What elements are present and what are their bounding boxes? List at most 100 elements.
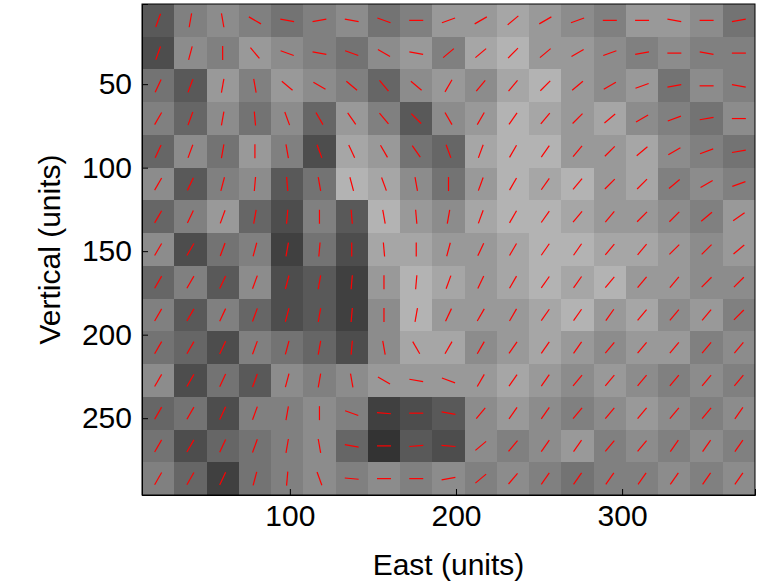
cell	[207, 299, 240, 332]
cell	[561, 102, 594, 135]
cell	[529, 430, 562, 463]
orientation-line	[509, 113, 517, 124]
cell	[207, 168, 240, 201]
orientation-line	[732, 85, 746, 87]
cell	[303, 37, 336, 70]
orientation-line	[345, 445, 359, 447]
orientation-line	[351, 341, 352, 355]
y-tick-label: 150	[82, 234, 132, 267]
orientation-line	[670, 277, 679, 288]
orientation-line	[702, 277, 712, 287]
orientation-line	[155, 374, 162, 386]
cell	[723, 462, 755, 495]
orientation-line	[249, 17, 261, 24]
cell	[142, 299, 175, 332]
cell	[142, 233, 175, 266]
orientation-line	[638, 375, 647, 386]
cell	[142, 364, 175, 397]
cell	[174, 233, 207, 266]
orientation-line	[541, 113, 550, 124]
cell	[626, 200, 659, 233]
cell	[658, 135, 691, 168]
orientation-line	[220, 440, 226, 453]
cell	[465, 430, 498, 463]
cell	[336, 102, 369, 135]
orientation-line	[155, 473, 162, 485]
orientation-line	[700, 117, 714, 119]
cell	[271, 364, 304, 397]
orientation-line	[318, 374, 320, 388]
orientation-line	[446, 309, 452, 322]
cell	[400, 397, 433, 430]
cell	[368, 299, 401, 332]
orientation-line	[637, 147, 648, 156]
orientation-line	[155, 79, 161, 92]
cell	[239, 233, 272, 266]
orientation-line	[637, 212, 647, 222]
cell	[239, 266, 272, 299]
cell	[626, 102, 659, 135]
orientation-line	[415, 177, 417, 191]
orientation-line	[541, 407, 549, 418]
orientation-line	[541, 342, 549, 353]
cell	[497, 331, 530, 364]
cell	[239, 168, 272, 201]
orientation-line	[254, 112, 255, 126]
cell	[271, 135, 304, 168]
cell	[529, 331, 562, 364]
orientation-line	[734, 342, 743, 353]
cell	[303, 364, 336, 397]
cell	[271, 200, 304, 233]
orientation-line	[380, 145, 387, 157]
y-tick: 100	[82, 151, 148, 184]
cell	[142, 397, 175, 430]
cell	[303, 331, 336, 364]
orientation-line	[510, 145, 517, 157]
cell	[174, 69, 207, 102]
orientation-line	[188, 145, 193, 158]
cell	[336, 135, 369, 168]
cell	[207, 69, 240, 102]
orientation-line	[377, 413, 391, 414]
orientation-line	[442, 477, 456, 479]
cell	[174, 364, 207, 397]
y-tick: 250	[82, 401, 148, 434]
orientation-line	[411, 114, 421, 124]
cell	[368, 37, 401, 70]
orientation-line	[155, 276, 162, 288]
orientation-line	[446, 276, 451, 289]
orientation-line	[155, 145, 161, 158]
orientation-line	[253, 374, 258, 387]
orientation-line	[155, 243, 162, 255]
orientation-line	[732, 118, 746, 119]
orientation-line	[508, 16, 519, 25]
cell	[432, 69, 465, 102]
orientation-line	[318, 439, 320, 453]
cell	[207, 266, 240, 299]
cell	[271, 233, 304, 266]
orientation-line	[700, 85, 714, 86]
orientation-line	[313, 52, 327, 54]
cell	[723, 102, 755, 135]
cell	[658, 168, 691, 201]
cell	[497, 462, 530, 495]
cell	[368, 102, 401, 135]
orientation-line	[701, 212, 712, 221]
orientation-line	[416, 243, 417, 257]
cell	[400, 135, 433, 168]
orientation-line	[638, 244, 647, 255]
cell	[529, 299, 562, 332]
orientation-line	[282, 81, 293, 90]
orientation-line	[510, 178, 517, 190]
cell	[336, 233, 369, 266]
cell	[465, 135, 498, 168]
orientation-line	[574, 473, 582, 484]
orientation-line	[636, 83, 649, 88]
cell	[465, 37, 498, 70]
cell	[142, 266, 175, 299]
cell	[658, 462, 691, 495]
cell	[239, 397, 272, 430]
orientation-line	[509, 80, 518, 91]
cell	[626, 266, 659, 299]
orientation-line	[351, 243, 352, 257]
